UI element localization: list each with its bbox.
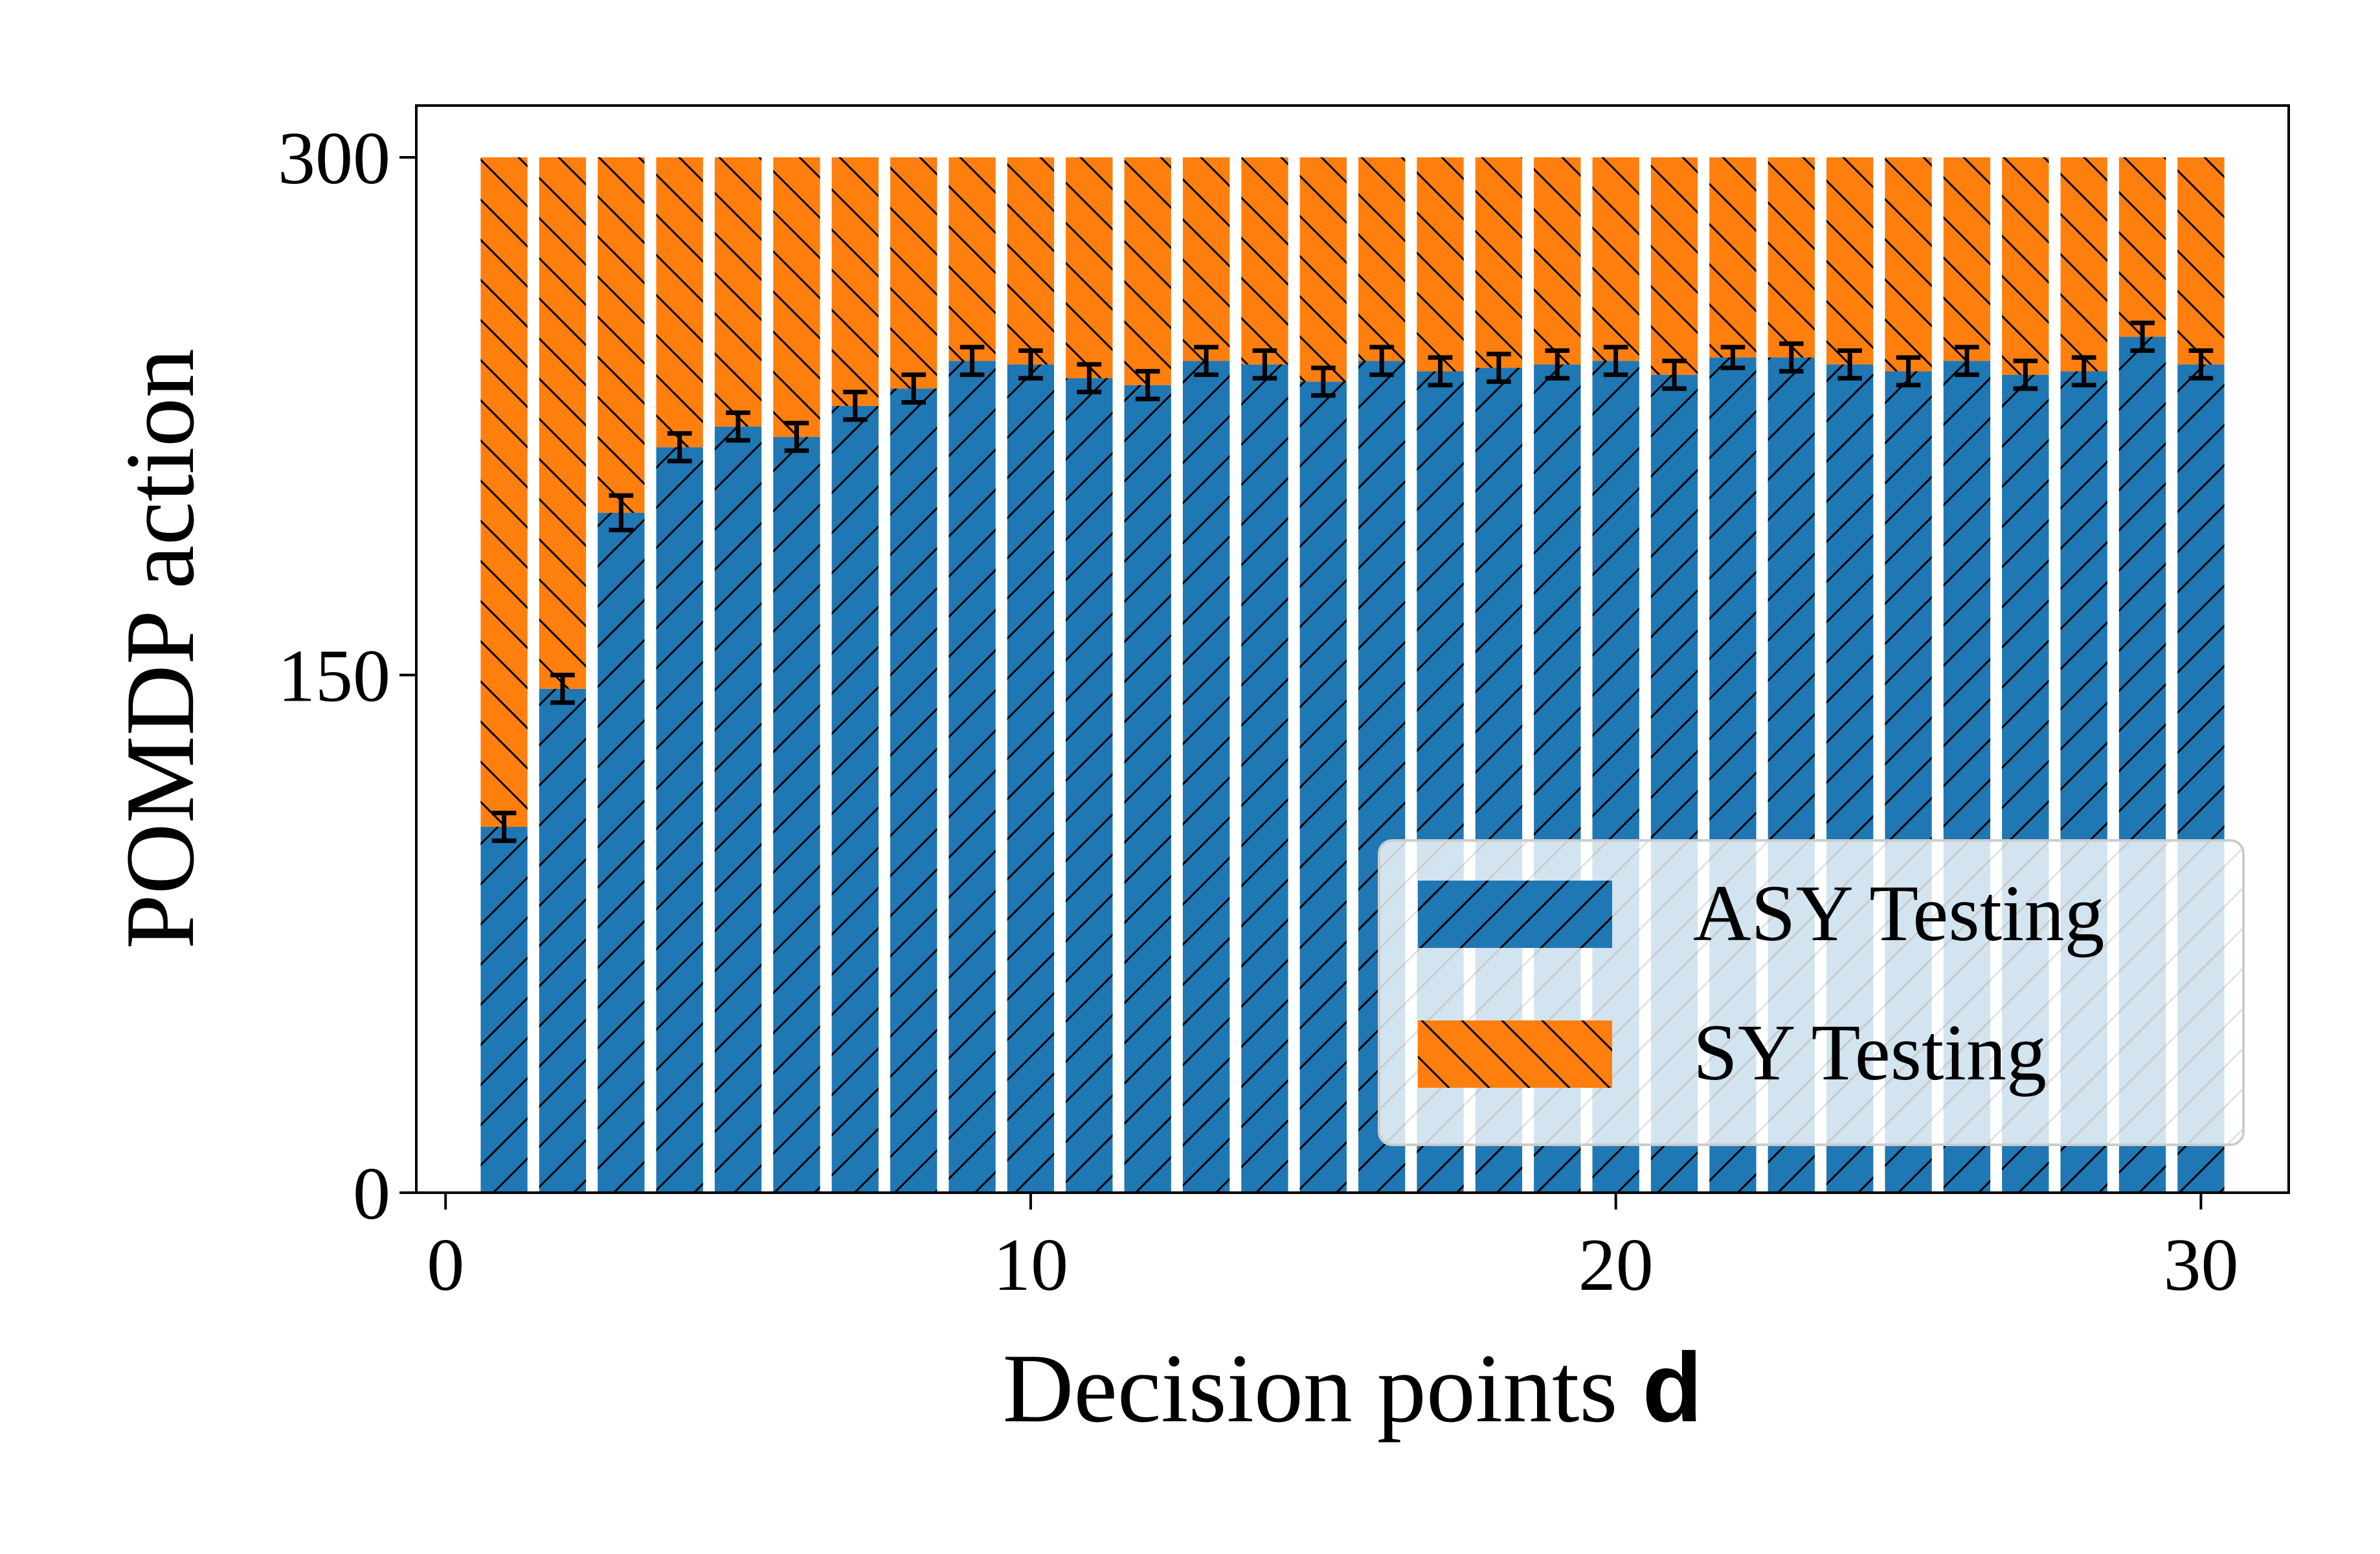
- x-tick-label-0: 0: [427, 1224, 464, 1307]
- legend-label-asy-testing: ASY Testing: [1693, 869, 2105, 958]
- x-tick-label-10: 10: [993, 1224, 1068, 1307]
- error-bar-28: [2071, 355, 2096, 388]
- error-bar-6: [784, 420, 809, 453]
- bar-hatch-sy-testing-5: [714, 157, 762, 427]
- error-bar-19: [1545, 348, 1570, 381]
- error-bar-26: [1955, 344, 1979, 377]
- bar-hatch-sy-testing-21: [1650, 157, 1698, 375]
- error-bars-layer: [491, 321, 2214, 843]
- error-bar-20: [1603, 344, 1628, 377]
- bar-hatch-sy-testing-6: [773, 157, 820, 437]
- error-bar-27: [2013, 358, 2038, 391]
- bar-hatch-sy-testing-9: [949, 157, 996, 361]
- bar-hatch-asy-testing-7: [831, 405, 879, 1193]
- legend-swatch-sy-testing-hatch: [1418, 1020, 1612, 1088]
- error-bar-13: [1194, 344, 1218, 377]
- error-bar-25: [1896, 355, 1921, 388]
- error-bar-29: [2130, 321, 2155, 353]
- bar-hatch-sy-testing-11: [1066, 157, 1113, 379]
- bar-hatch-sy-testing-4: [656, 157, 703, 447]
- error-bar-14: [1252, 348, 1277, 381]
- error-bar-22: [1720, 344, 1746, 370]
- y-tick-label-300: 300: [278, 117, 390, 200]
- bar-hatch-sy-testing-18: [1475, 157, 1523, 368]
- error-bar-9: [960, 344, 985, 377]
- error-bar-24: [1837, 348, 1862, 381]
- bar-hatch-asy-testing-3: [598, 512, 645, 1193]
- error-bar-12: [1135, 368, 1160, 401]
- error-bar-5: [726, 410, 750, 443]
- bar-hatch-sy-testing-20: [1592, 157, 1639, 361]
- x-axis-label-variable: d: [1643, 1333, 1703, 1443]
- error-bar-2: [550, 672, 575, 705]
- y-tick-label-150: 150: [278, 635, 390, 717]
- bar-hatch-asy-testing-15: [1299, 381, 1347, 1193]
- error-bar-15: [1311, 365, 1336, 398]
- error-bar-23: [1779, 341, 1804, 374]
- bar-hatch-sy-testing-19: [1534, 157, 1581, 365]
- bar-hatch-asy-testing-2: [539, 688, 587, 1193]
- x-tick-label-20: 20: [1578, 1224, 1654, 1307]
- bar-hatch-sy-testing-12: [1124, 157, 1171, 385]
- bar-hatch-sy-testing-28: [2060, 157, 2107, 372]
- bar-hatch-sy-testing-3: [598, 157, 645, 513]
- bar-hatch-sy-testing-16: [1358, 157, 1406, 361]
- bar-hatch-sy-testing-26: [1943, 157, 1991, 361]
- bar-hatch-asy-testing-8: [890, 388, 937, 1193]
- legend-swatch-asy-testing-hatch: [1418, 881, 1612, 948]
- bar-hatch-sy-testing-2: [539, 157, 587, 689]
- bar-hatch-sy-testing-10: [1007, 157, 1055, 365]
- bar-hatch-sy-testing-27: [2002, 157, 2049, 375]
- bar-hatch-asy-testing-5: [714, 426, 762, 1193]
- bar-hatch-sy-testing-1: [480, 157, 528, 828]
- error-bar-8: [901, 372, 926, 405]
- error-bar-3: [609, 493, 634, 533]
- error-bar-18: [1487, 352, 1511, 384]
- bar-hatch-asy-testing-1: [480, 827, 528, 1193]
- bar-hatch-sy-testing-25: [1885, 157, 1932, 372]
- y-tick-label-0: 0: [353, 1153, 390, 1235]
- error-bar-4: [667, 431, 692, 464]
- x-tick-label-30: 30: [2163, 1224, 2238, 1307]
- error-bar-16: [1369, 344, 1394, 377]
- x-axis-label-text: Decision points: [1003, 1334, 1618, 1443]
- bar-hatch-sy-testing-8: [890, 157, 937, 389]
- bar-hatch-sy-testing-29: [2118, 157, 2166, 337]
- bar-hatch-sy-testing-24: [1826, 157, 1874, 365]
- bar-hatch-asy-testing-6: [773, 436, 820, 1193]
- bar-hatch-sy-testing-30: [2177, 157, 2225, 365]
- bar-hatch-sy-testing-7: [831, 157, 879, 406]
- bar-hatch-sy-testing-15: [1299, 157, 1347, 382]
- legend-label-sy-testing: SY Testing: [1693, 1008, 2047, 1097]
- bar-hatch-asy-testing-11: [1066, 378, 1113, 1193]
- bar-hatch-sy-testing-13: [1182, 157, 1230, 361]
- error-bar-1: [491, 811, 517, 843]
- error-bar-21: [1662, 358, 1687, 391]
- bar-hatch-sy-testing-23: [1768, 157, 1815, 358]
- error-bar-7: [843, 389, 868, 422]
- error-bar-11: [1077, 362, 1102, 394]
- bar-hatch-sy-testing-22: [1709, 157, 1757, 358]
- bar-hatch-asy-testing-12: [1124, 385, 1171, 1193]
- plot-frame: [415, 104, 2290, 1194]
- error-bar-30: [2188, 348, 2214, 381]
- legend: ASY Testing SY Testing: [1378, 839, 2245, 1146]
- bar-hatch-asy-testing-10: [1007, 364, 1055, 1193]
- bar-hatch-asy-testing-14: [1241, 364, 1288, 1193]
- x-axis-label: Decision points d: [1003, 1333, 1703, 1443]
- bar-hatch-sy-testing-17: [1417, 157, 1464, 372]
- y-axis-label: POMDP action: [106, 348, 214, 949]
- error-bar-10: [1018, 348, 1043, 381]
- bar-hatch-asy-testing-4: [656, 447, 703, 1193]
- bar-hatch-asy-testing-9: [949, 361, 996, 1193]
- bar-hatch-asy-testing-13: [1182, 361, 1230, 1193]
- error-bar-17: [1428, 355, 1453, 388]
- bar-hatch-sy-testing-14: [1241, 157, 1288, 365]
